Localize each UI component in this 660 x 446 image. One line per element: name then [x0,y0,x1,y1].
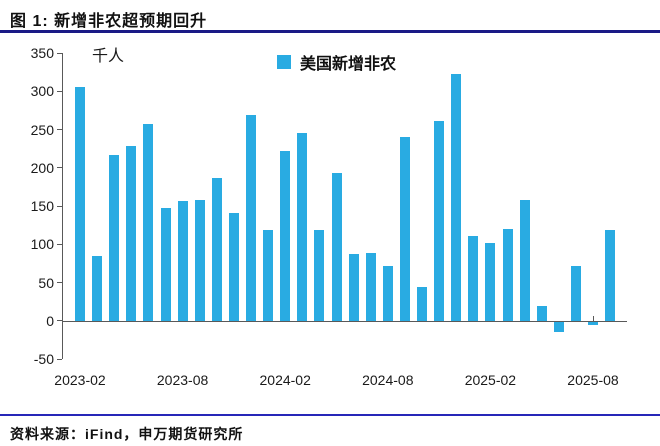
y-axis-unit-label: 千人 [92,48,125,65]
x-axis-tick-label: 2025-02 [464,372,517,388]
legend-label: 美国新增非农 [300,56,397,73]
bar-2024-06 [348,254,359,321]
y-axis-tick [57,243,62,245]
y-axis-tick [57,52,62,54]
y-axis-tick [57,129,62,130]
bar-2023-02 [75,86,85,321]
bar-2024-12 [451,73,462,321]
bar-2024-04 [314,230,325,321]
bar-2025-02 [485,242,496,321]
y-axis-tick [57,358,62,360]
bar-2023-03 [92,255,103,321]
bar-2023-06 [143,124,154,321]
bar-2024-08 [382,266,393,321]
y-axis-tick-label: 250 [30,121,54,138]
bar-2024-02 [280,150,291,321]
bar-2025-06 [553,321,564,332]
y-axis-tick-label: 350 [30,45,54,61]
bar-2025-09 [605,229,616,321]
bar-2024-10 [417,287,427,321]
bar-2024-05 [331,173,342,321]
bar-2025-07 [570,265,581,321]
x-axis-tick-label: 2023-02 [54,372,106,388]
y-axis-line [62,53,63,359]
y-axis-tick-label: -50 [33,351,54,367]
bar-2024-11 [434,121,445,321]
bar-2023-04 [109,154,120,321]
bar-2023-09 [194,199,205,321]
bar-2024-07 [365,253,376,321]
bar-2023-11 [228,212,239,321]
x-axis-line [62,320,627,322]
y-axis-tick [57,320,62,322]
footer-rule [0,414,660,416]
bar-2025-05 [536,306,547,321]
bar-2023-05 [126,146,137,321]
figure-title: 图 1: 新增非农超预期回升 [10,13,208,30]
y-axis-tick-label: 300 [30,83,54,100]
x-axis-tick-label: 2024-08 [362,372,414,388]
bar-2025-01 [468,235,479,321]
chart-legend: 美国新增非农 [277,50,396,74]
x-axis-tick-label: 2023-08 [156,372,209,388]
legend-marker [277,55,291,69]
x-axis-tick-label: 2024-02 [259,372,311,388]
bar-2025-03 [502,228,513,321]
y-axis-tick [57,90,62,92]
bar-2024-01 [263,229,274,321]
y-axis-tick-label: 0 [46,312,54,329]
y-axis-tick-label: 200 [30,159,54,176]
y-axis-tick-label: 50 [38,274,54,291]
y-axis-tick [57,282,62,283]
x-axis-tick-label: 2025-08 [567,372,619,388]
y-axis-tick-label: 100 [30,236,54,253]
y-axis-tick [57,205,62,207]
bar-2025-04 [519,199,530,321]
bar-2023-12 [246,114,256,321]
y-axis-tick [57,167,62,169]
x-axis-tick [593,315,594,321]
bar-2024-09 [399,137,410,321]
y-axis-tick-label: 150 [30,198,54,214]
plot-area [57,52,628,360]
bar-2025-08 [588,321,598,325]
bar-2023-10 [211,178,222,321]
bar-2024-03 [297,132,308,321]
source-text: 资料来源：iFind，申万期货研究所 [10,426,244,442]
bar-2023-08 [177,200,188,321]
title-rule [0,30,660,33]
bar-2023-07 [160,207,171,321]
